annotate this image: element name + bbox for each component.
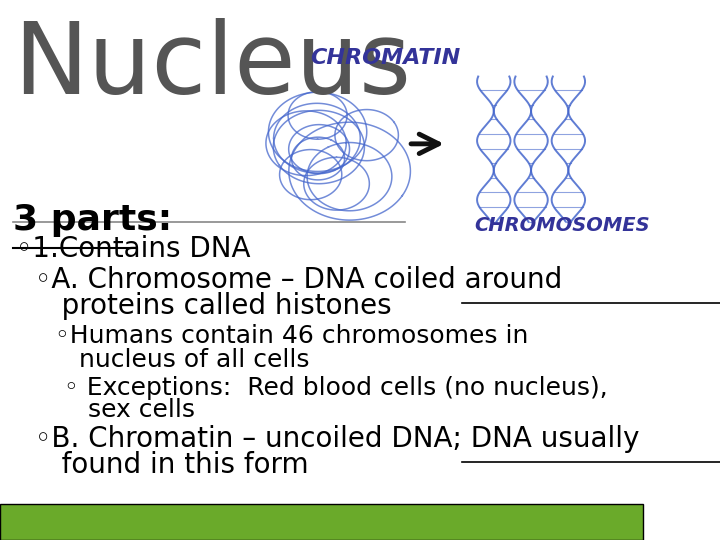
Text: ◦1.Contains DNA: ◦1.Contains DNA	[16, 235, 251, 263]
Text: ◦B. Chromatin – uncoiled DNA; DNA usually: ◦B. Chromatin – uncoiled DNA; DNA usuall…	[35, 425, 640, 453]
Text: ◦Humans contain 46 chromosomes in: ◦Humans contain 46 chromosomes in	[55, 325, 528, 348]
Text: ◦ Exceptions:  Red blood cells (no nucleus),: ◦ Exceptions: Red blood cells (no nucleu…	[64, 376, 608, 400]
Text: CHROMATIN: CHROMATIN	[310, 48, 461, 68]
Text: ◦A. Chromosome – DNA coiled around: ◦A. Chromosome – DNA coiled around	[35, 266, 562, 294]
FancyBboxPatch shape	[0, 504, 643, 540]
Text: proteins called histones: proteins called histones	[35, 292, 392, 320]
Text: sex cells: sex cells	[64, 398, 195, 422]
Text: Nucleus: Nucleus	[13, 18, 411, 116]
Text: nucleus of all cells: nucleus of all cells	[55, 348, 309, 372]
Text: 3 parts:: 3 parts:	[13, 203, 172, 237]
Text: found in this form: found in this form	[35, 451, 309, 479]
Text: CHROMOSOMES: CHROMOSOMES	[474, 217, 650, 235]
